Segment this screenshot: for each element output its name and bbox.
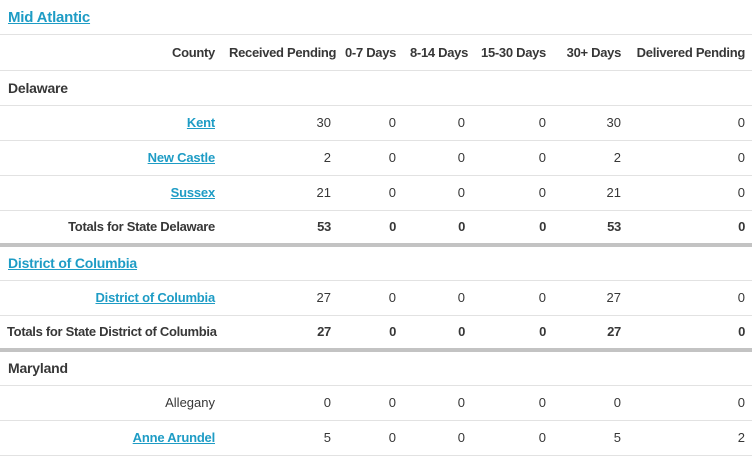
county-label: Allegany [165,395,215,410]
cell-value: 0 [472,140,553,176]
cell-value: 0 [338,385,403,421]
report-table-body: Delaware Kent 30 0 0 0 30 0 New Castle 2 0 0 0 2 0 Suss… [0,70,752,456]
county-row: Kent 30 0 0 0 30 0 [0,105,752,141]
county-cell: New Castle [0,140,222,176]
totals-row: Totals for State District of Columbia 27 0… [0,315,752,351]
totals-value: 53 [553,210,628,246]
cell-value: 0 [338,105,403,141]
totals-label: Totals for State Delaware [0,210,222,246]
county-cell: Anne Arundel [0,420,222,456]
totals-value: 27 [553,315,628,351]
cell-value: 0 [403,420,472,456]
column-header-8-14-days: 8-14 Days [403,35,472,71]
cell-value: 0 [472,280,553,316]
cell-value: 0 [628,385,752,421]
cell-value: 2 [553,140,628,176]
county-link[interactable]: Kent [186,115,215,130]
column-header-delivered-pending: Delivered Pending [628,35,752,71]
cell-value: 0 [338,280,403,316]
county-link[interactable]: New Castle [147,150,216,165]
table-header-row: County Received Pending 0-7 Days 8-14 Da… [0,35,752,71]
region-link[interactable]: Mid Atlantic [8,8,91,26]
county-cell: District of Columbia [0,280,222,316]
county-row: Allegany 0 0 0 0 0 0 [0,385,752,421]
state-cell: Delaware [0,70,752,106]
county-row: Sussex 21 0 0 0 21 0 [0,175,752,211]
county-cell: Allegany [0,385,222,421]
state-row: Maryland [0,348,752,386]
cell-value: 0 [338,175,403,211]
cell-value: 2 [628,420,752,456]
totals-value: 0 [403,315,472,351]
county-row: Anne Arundel 5 0 0 0 5 2 [0,420,752,456]
cell-value: 0 [472,420,553,456]
column-header-0-7-days: 0-7 Days [338,35,403,71]
column-header-received-pending: Received Pending [222,35,338,71]
county-cell: Sussex [0,175,222,211]
state-row: Delaware [0,70,752,106]
cell-value: 0 [338,420,403,456]
totals-value: 0 [403,210,472,246]
totals-value: 0 [472,210,553,246]
totals-value: 0 [338,210,403,246]
cell-value: 0 [472,385,553,421]
cell-value: 5 [222,420,338,456]
cell-value: 27 [553,280,628,316]
county-cell: Kent [0,105,222,141]
cell-value: 0 [403,140,472,176]
cell-value: 27 [222,280,338,316]
state-label: Delaware [8,79,68,96]
pending-table: County Received Pending 0-7 Days 8-14 Da… [0,35,752,456]
cell-value: 0 [338,140,403,176]
totals-row: Totals for State Delaware 53 0 0 0 53 0 [0,210,752,246]
state-link[interactable]: District of Columbia [8,255,138,272]
column-header-15-30-days: 15-30 Days [472,35,553,71]
county-link[interactable]: Anne Arundel [132,430,216,445]
cell-value: 2 [222,140,338,176]
cell-value: 0 [628,280,752,316]
region-header-row: Mid Atlantic [0,0,752,35]
cell-value: 0 [403,175,472,211]
totals-value: 53 [222,210,338,246]
cell-value: 0 [472,175,553,211]
county-row: New Castle 2 0 0 0 2 0 [0,140,752,176]
cell-value: 0 [222,385,338,421]
cell-value: 0 [628,105,752,141]
cell-value: 0 [403,280,472,316]
cell-value: 21 [553,175,628,211]
cell-value: 0 [403,385,472,421]
state-cell: District of Columbia [0,243,752,281]
state-label: Maryland [8,360,68,377]
totals-label: Totals for State District of Columbia [0,315,222,351]
state-cell: Maryland [0,348,752,386]
column-header-county: County [0,35,222,71]
county-row: District of Columbia 27 0 0 0 27 0 [0,280,752,316]
totals-value: 0 [472,315,553,351]
cell-value: 0 [628,140,752,176]
cell-value: 0 [472,105,553,141]
cell-value: 0 [628,175,752,211]
cell-value: 0 [553,385,628,421]
cell-value: 30 [553,105,628,141]
totals-value: 27 [222,315,338,351]
cell-value: 5 [553,420,628,456]
county-link[interactable]: Sussex [170,185,216,200]
totals-value: 0 [628,210,752,246]
cell-value: 0 [403,105,472,141]
cell-value: 30 [222,105,338,141]
cell-value: 21 [222,175,338,211]
county-link[interactable]: District of Columbia [95,290,215,305]
column-header-30-plus-days: 30+ Days [553,35,628,71]
totals-value: 0 [628,315,752,351]
state-row: District of Columbia [0,243,752,281]
totals-value: 0 [338,315,403,351]
